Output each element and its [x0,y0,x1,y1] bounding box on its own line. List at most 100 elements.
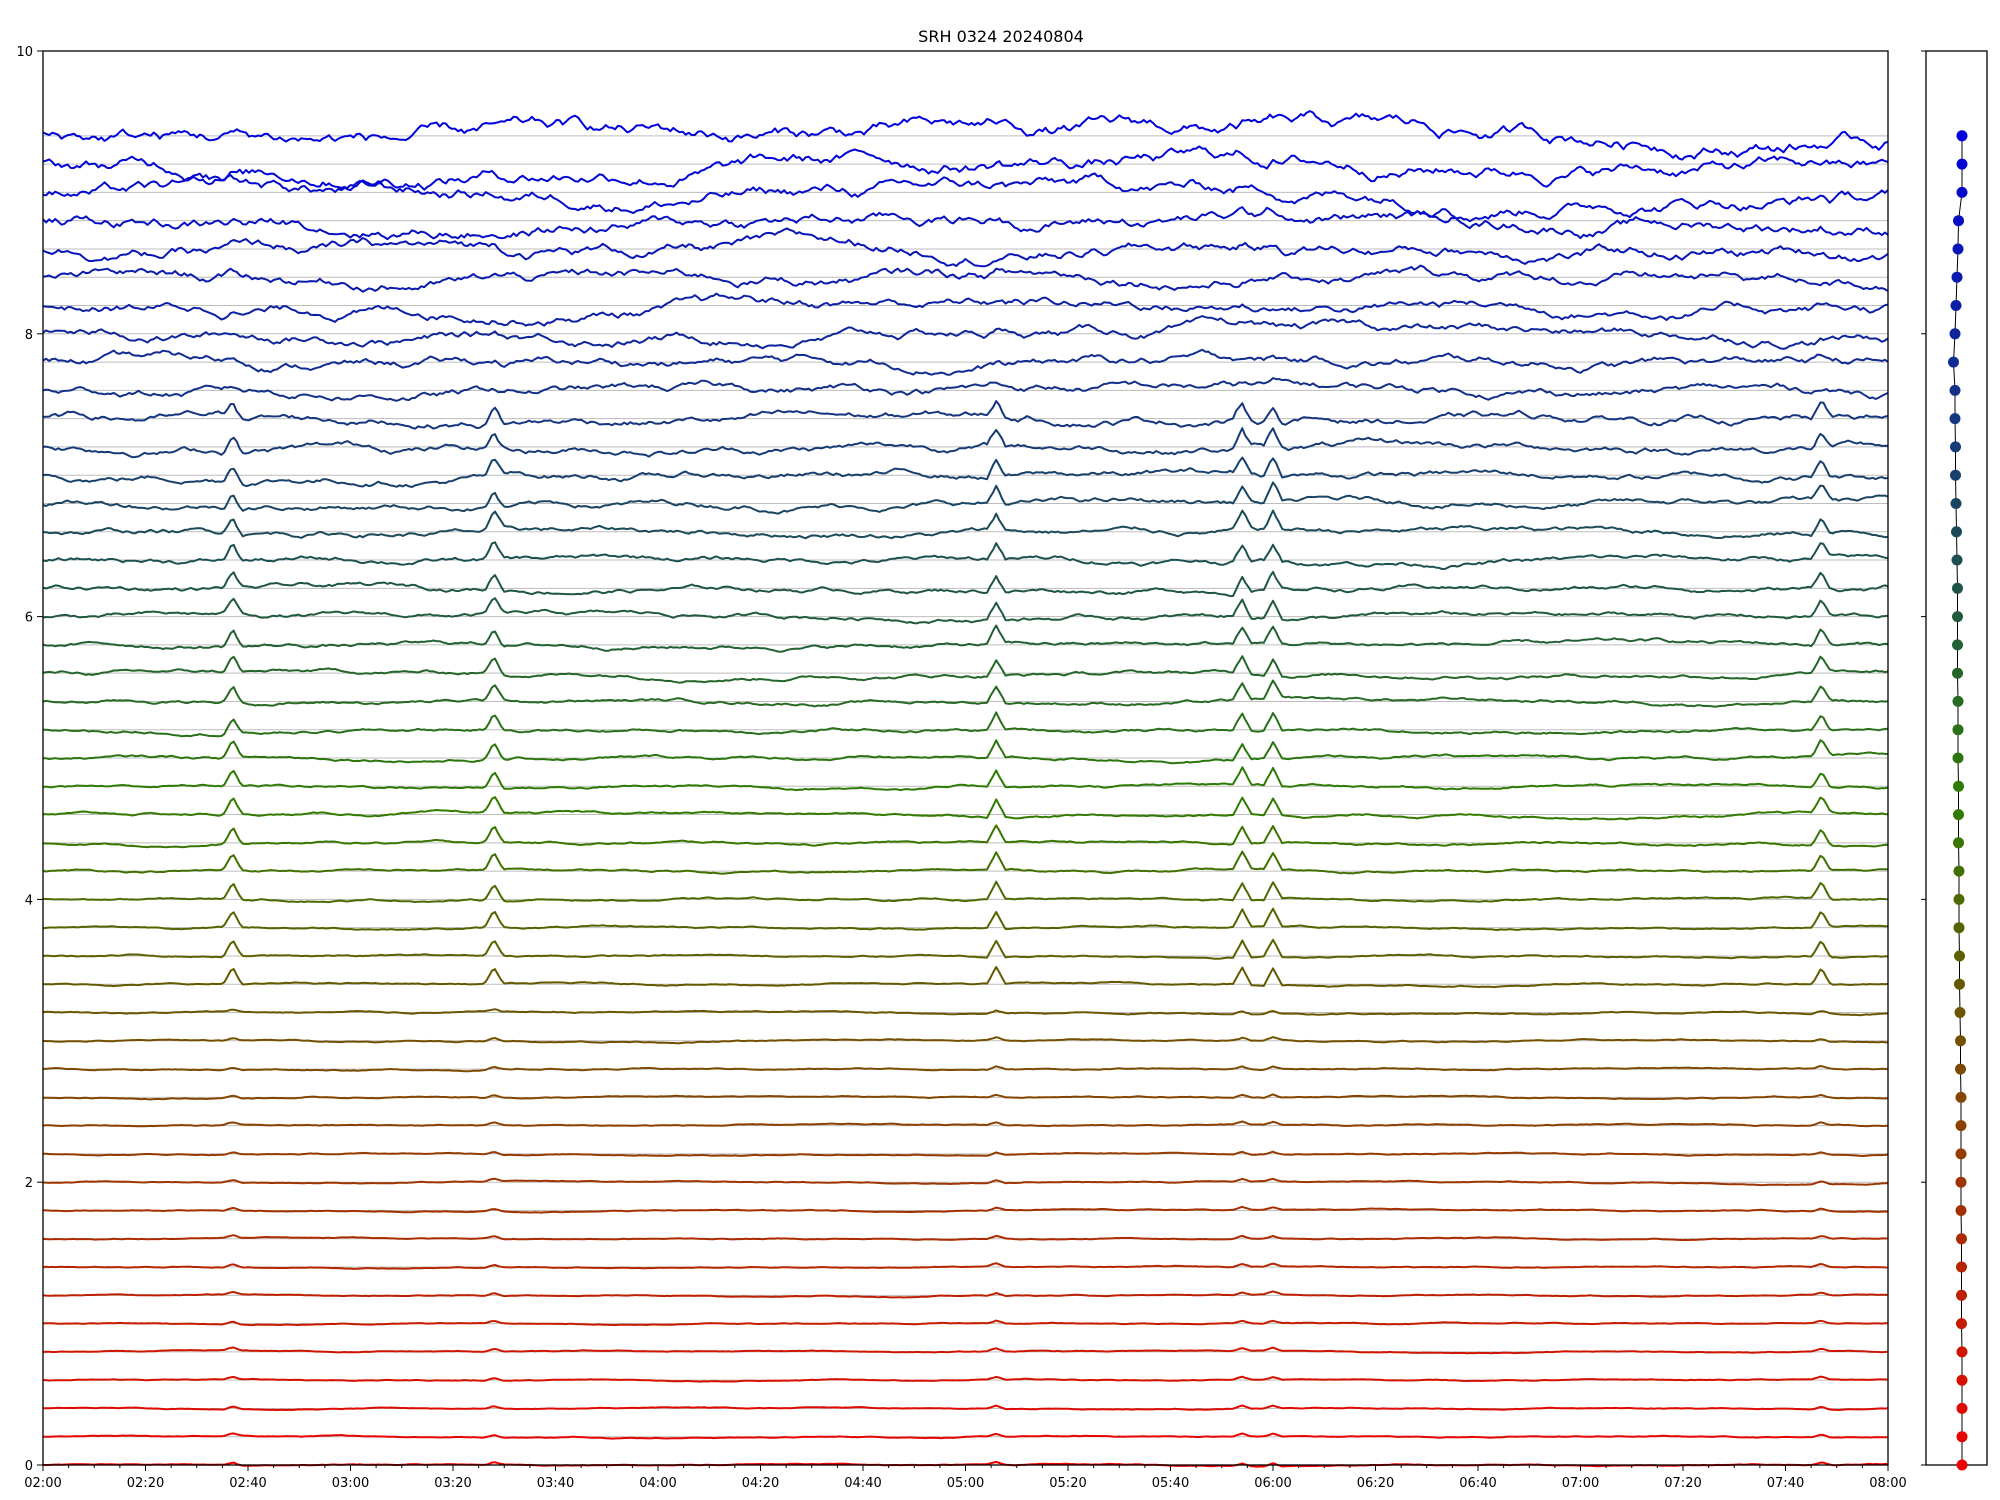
side-point [1956,1318,1967,1330]
trace-line [42,570,1889,598]
trace-line [42,655,1889,684]
trace-line [42,739,1889,765]
side-panel [1921,50,1988,1471]
x-tick-label: 04:20 [742,1476,779,1491]
side-point [1956,1233,1967,1245]
trace-line [42,1404,1889,1411]
trace-line [42,624,1889,653]
x-tick-label: 06:40 [1459,1476,1496,1491]
side-point [1954,950,1965,962]
side-point [1954,978,1965,990]
trace-line [42,796,1889,821]
trace-line [42,850,1889,875]
side-point [1952,752,1964,764]
side-point [1956,1402,1968,1414]
trace-line [42,1205,1889,1214]
side-point [1950,498,1962,509]
side-point [1956,158,1968,170]
trace-line [42,1177,1889,1187]
y-tick-label: 0 [25,1459,33,1474]
trace-line [42,206,1889,241]
side-point [1950,300,1962,311]
side-point [1956,1459,1968,1471]
trace-line [42,1262,1889,1270]
side-point [1949,384,1961,396]
trace-line [42,880,1889,904]
y-tick-label: 2 [25,1176,33,1191]
trace-line [42,938,1889,960]
side-point [1952,243,1964,255]
trace-line [42,509,1889,540]
x-tick-label: 02:40 [229,1476,266,1491]
side-point [1949,328,1961,340]
trace-line [42,292,1889,327]
side-point [1954,1007,1966,1018]
trace-line [42,1036,1889,1045]
side-point [1956,130,1968,142]
trace-line [42,145,1889,192]
trace-line [42,456,1889,488]
trace-line [43,711,1889,738]
x-tick-label: 02:00 [24,1476,61,1491]
side-point [1956,1431,1968,1443]
x-tick-label: 07:40 [1767,1476,1804,1491]
trace-line [42,377,1889,402]
side-point [1955,1091,1967,1103]
trace-line [42,110,1889,161]
trace-line [42,966,1889,989]
side-point [1953,215,1964,227]
side-point [1948,356,1959,368]
trace-line [42,1290,1889,1299]
side-point [1955,1035,1966,1047]
x-tick-label: 07:00 [1562,1476,1599,1491]
x-tick-label: 06:20 [1357,1476,1394,1491]
trace-line [42,400,1889,430]
x-tick-label: 05:20 [1049,1476,1086,1491]
side-point [1955,1176,1967,1188]
x-tick-label: 03:40 [537,1476,574,1491]
trace-line [42,348,1889,376]
trace-line [42,427,1889,459]
side-point [1953,865,1965,877]
trace-line [42,597,1889,625]
side-point [1953,922,1965,934]
x-tick-label: 02:20 [127,1476,164,1491]
side-point [1952,695,1964,707]
trace-line [42,679,1889,708]
side-point [1950,469,1961,481]
x-tick-label: 06:00 [1254,1476,1291,1491]
trace-line [42,1093,1889,1101]
trace-line [43,1150,1889,1157]
trace-line [42,264,1889,293]
side-point [1952,611,1963,623]
side-point [1951,554,1963,566]
x-tick-label: 03:20 [434,1476,471,1491]
trace-line [42,481,1889,515]
side-point [1956,1374,1968,1386]
side-point [1955,1205,1967,1216]
y-tick-label: 8 [25,328,33,343]
x-tick-label: 03:00 [332,1476,369,1491]
trace-line [42,766,1889,792]
x-tick-label: 04:00 [639,1476,676,1491]
trace-line [42,541,1889,570]
side-point [1955,1148,1967,1160]
side-point [1952,639,1963,651]
y-tick-label: 4 [25,893,33,908]
trace-line [42,907,1888,931]
side-point [1953,837,1964,849]
side-point [1952,667,1963,679]
axes: 0 2 4 6 8 10 02:00 02:20 02:40 03:00 03:20 03:40 04:… [16,45,1906,1491]
side-point [1953,809,1964,821]
side-point [1955,1120,1967,1132]
side-point [1952,724,1964,736]
trace-line [42,1319,1889,1327]
trace-line [42,824,1889,849]
x-tick-label: 04:40 [844,1476,881,1491]
trace-line [42,1346,1889,1355]
side-point [1951,271,1963,283]
side-point [1953,780,1964,792]
x-tick-label: 05:40 [1152,1476,1189,1491]
side-point [1956,1261,1967,1273]
